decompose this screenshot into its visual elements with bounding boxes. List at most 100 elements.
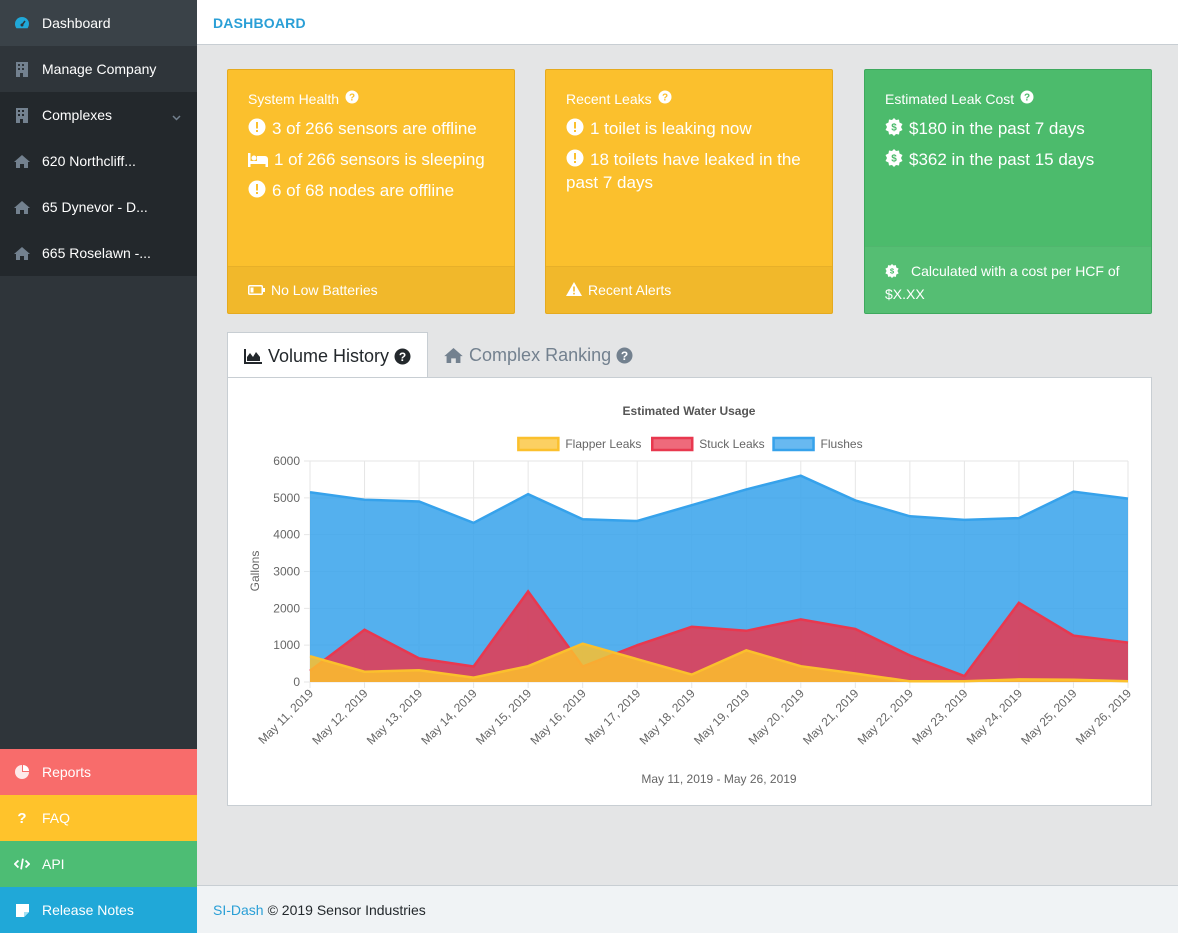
legend-swatch	[651, 436, 694, 452]
legend-label[interactable]: Flushes	[821, 437, 863, 451]
help-icon[interactable]: ?	[658, 90, 672, 107]
tab-label: Volume History	[268, 345, 390, 366]
bed-icon	[248, 151, 268, 172]
sidebar-item-label: Release Notes	[42, 902, 134, 918]
x-tick-label: May 11, 2019	[255, 686, 316, 747]
card-footer: $ Calculated with a cost per HCF of $X.XX	[865, 246, 1151, 313]
card-title: Recent Leaks ?	[566, 90, 672, 107]
page-header: DASHBOARD	[197, 0, 1178, 45]
sidebar-item-label: Manage Company	[42, 61, 157, 77]
sidebar-item-label: Complexes	[42, 107, 113, 123]
building-icon	[14, 107, 30, 123]
sidebar-item-manage-company[interactable]: Manage Company	[0, 46, 197, 92]
chevron-down-icon	[172, 109, 181, 125]
help-icon[interactable]: ?	[394, 348, 411, 365]
y-tick-label: 5000	[273, 491, 300, 505]
question-icon: ?	[17, 809, 27, 827]
brand-link[interactable]: SI-Dash	[213, 901, 264, 918]
sidebar-item-complexes[interactable]: Complexes	[0, 92, 197, 138]
chart-y-ticks: 0 1000 2000 3000 4000 5000 6000	[273, 454, 300, 689]
series-line-stuck-leaks	[309, 589, 1129, 678]
help-icon[interactable]: ?	[616, 347, 633, 364]
sidebar-item-complex-665[interactable]: 665 Roselawn -...	[0, 230, 197, 276]
y-tick-label: 3000	[273, 565, 300, 579]
recent-leaks-card: Recent Leaks ? 1 toilet is leaking now 1…	[545, 69, 833, 314]
card-line: $ $180 in the past 7 days	[885, 118, 1137, 141]
svg-text:?: ?	[399, 350, 406, 364]
sidebar-item-faq[interactable]: ? FAQ	[0, 795, 197, 841]
home-icon	[14, 153, 30, 169]
x-tick-label: May 19, 2019	[691, 686, 753, 748]
system-health-card: System Health ? 3 of 266 sensors are off…	[227, 69, 515, 314]
y-tick-label: 6000	[273, 454, 300, 468]
sidebar-item-label: Dashboard	[42, 15, 111, 31]
card-line: 3 of 266 sensors are offline	[248, 118, 500, 141]
recent-alerts-link[interactable]: Recent Alerts	[546, 266, 832, 313]
svg-text:?: ?	[349, 93, 355, 104]
page-footer: SI-Dash © 2019 Sensor Industries	[197, 885, 1178, 933]
chart-areas	[309, 474, 1129, 683]
building-icon	[14, 61, 30, 77]
sidebar-item-complex-65[interactable]: 65 Dynevor - D...	[0, 184, 197, 230]
code-icon	[14, 856, 30, 872]
y-tick-label: 2000	[273, 601, 300, 615]
dollar-badge-icon: $	[885, 263, 899, 284]
warning-icon	[566, 281, 582, 299]
sidebar-item-complex-620[interactable]: 620 Northcliff...	[0, 138, 197, 184]
copyright-text: © 2019 Sensor Industries	[267, 901, 426, 918]
sidebar-item-dashboard[interactable]: Dashboard	[0, 0, 197, 46]
card-line: $ $362 in the past 15 days	[885, 149, 1137, 172]
x-tick-label: May 23, 2019	[909, 686, 971, 748]
svg-text:$: $	[891, 123, 897, 134]
tab-complex-ranking[interactable]: Complex Ranking ?	[428, 332, 649, 378]
sidebar-item-reports[interactable]: Reports	[0, 749, 197, 795]
pie-chart-icon	[14, 764, 30, 780]
svg-text:?: ?	[662, 93, 668, 104]
help-icon[interactable]: ?	[345, 90, 359, 107]
svg-text:$: $	[890, 267, 895, 276]
series-line-flushes	[309, 474, 1129, 525]
water-usage-chart: Estimated Water Usage Flapper Leaks Stuck…	[248, 404, 1134, 786]
exclamation-circle-icon	[566, 149, 584, 172]
area-chart-icon	[244, 348, 262, 364]
chart-y-axis-label: Gallons	[248, 551, 262, 592]
x-tick-label: May 21, 2019	[800, 686, 862, 748]
x-tick-label: May 13, 2019	[364, 686, 426, 748]
sidebar-item-label: 620 Northcliff...	[42, 153, 136, 169]
card-footer-text: $ Calculated with a cost per HCF of $X.XX	[885, 263, 1120, 302]
card-line: 6 of 68 nodes are offline	[248, 180, 500, 203]
card-line: 1 toilet is leaking now	[566, 118, 818, 141]
svg-text:?: ?	[621, 349, 628, 363]
help-icon[interactable]: ?	[1020, 90, 1034, 107]
card-line: 18 toilets have leaked in the past 7 day…	[566, 149, 801, 192]
legend-label[interactable]: Flapper Leaks	[565, 437, 641, 451]
page-title: DASHBOARD	[213, 15, 306, 31]
y-tick-label: 0	[293, 675, 300, 689]
legend-label[interactable]: Stuck Leaks	[699, 437, 764, 451]
x-tick-label: May 17, 2019	[582, 686, 644, 748]
x-tick-label: May 16, 2019	[527, 686, 589, 748]
sidebar-bottom-links: Reports ? FAQ API Release Notes	[0, 749, 197, 933]
card-footer: No Low Batteries	[228, 266, 514, 313]
svg-text:$: $	[891, 154, 897, 165]
legend-swatch	[772, 436, 815, 452]
sidebar-item-label: API	[42, 856, 65, 872]
dollar-badge-icon: $	[885, 118, 903, 141]
x-tick-label: May 12, 2019	[309, 686, 371, 748]
home-icon	[444, 347, 463, 363]
card-line: 1 of 266 sensors is sleeping	[248, 149, 500, 172]
x-tick-label: May 14, 2019	[418, 686, 480, 748]
sticky-note-icon	[14, 902, 30, 918]
sidebar: Dashboard Manage Company Complexes 620 N…	[0, 0, 197, 933]
home-icon	[14, 245, 30, 261]
tab-volume-history[interactable]: Volume History ?	[227, 332, 429, 379]
x-tick-label: May 18, 2019	[637, 686, 699, 748]
sidebar-item-release-notes[interactable]: Release Notes	[0, 887, 197, 933]
svg-text:?: ?	[1024, 93, 1030, 104]
speedometer-icon	[14, 15, 30, 31]
sidebar-item-api[interactable]: API	[0, 841, 197, 887]
card-title-text: Recent Leaks	[566, 90, 652, 107]
chart-legend: Flapper Leaks Stuck Leaks Flushes	[517, 436, 863, 452]
legend-swatch	[517, 436, 560, 452]
